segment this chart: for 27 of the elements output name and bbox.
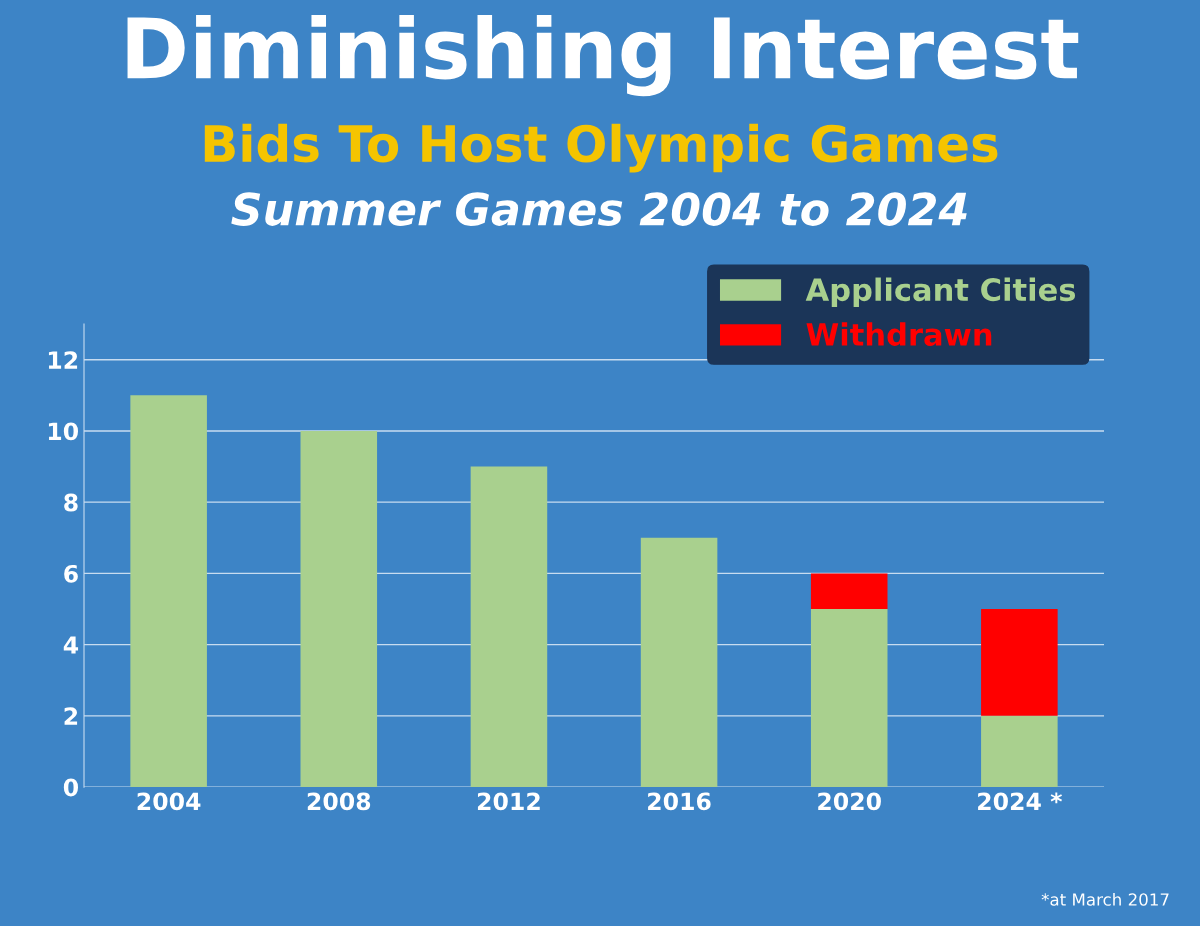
y-tick-label: 10: [48, 422, 79, 441]
bar: [981, 715, 1058, 788]
x-tick-label: 2024 *: [978, 792, 1063, 811]
y-tick-label: 4: [63, 636, 79, 654]
chart-title: Diminishing Interest: [127, 14, 1079, 97]
legend-label: Applicant Cities: [805, 277, 1076, 308]
bar: [981, 609, 1058, 716]
text: Summer Games 2004 to 2024: [231, 192, 967, 226]
chart-subtitle: Bids To Host Olympic Games: [204, 123, 998, 173]
y-tick-label: 2: [64, 707, 78, 725]
y-tick-label: 12: [48, 351, 78, 369]
bar: [810, 573, 888, 610]
x-tick-label: 2012: [477, 792, 540, 811]
bar: [300, 430, 378, 788]
bar: [640, 537, 718, 788]
text: *at March 2017: [1041, 892, 1169, 906]
x-tick-label: 2004: [137, 792, 201, 811]
y-tick-label: 8: [64, 493, 78, 512]
x-tick-label: 2008: [307, 792, 371, 811]
bar: [810, 609, 888, 788]
y-tick-label: 0: [63, 778, 79, 797]
y-tick-label: 6: [64, 564, 78, 583]
bar: [470, 466, 548, 788]
x-tick-label: 2020: [818, 792, 881, 811]
legend-label: Withdrawn: [806, 322, 992, 347]
bar: [130, 395, 207, 788]
x-tick-label: 2016: [648, 792, 711, 811]
